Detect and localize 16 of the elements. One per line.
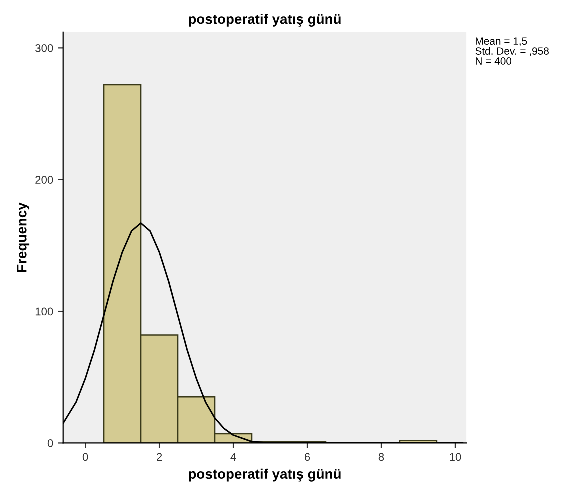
text: N = 400 [476, 58, 512, 65]
x-tick-label: 4 [230, 453, 236, 461]
text: Std. Dev. = ,958 [476, 47, 549, 56]
x-tick-label: 2 [157, 453, 162, 461]
x-tick-label: 0 [82, 453, 88, 462]
y-tick-label: 0 [48, 439, 54, 448]
y-tick-label: 100 [36, 308, 54, 316]
x-axis-title: postoperatif yatış günü [189, 468, 341, 482]
x-tick-label: 8 [378, 453, 384, 462]
x-tick-label: 6 [304, 453, 310, 462]
y-tick-label: 200 [36, 176, 54, 184]
y-tick-label: 300 [36, 44, 54, 52]
x-tick-label: 10 [450, 453, 462, 462]
chart-title: postoperatif yatış günü [189, 14, 341, 27]
y-axis-title: Frequency [17, 202, 30, 272]
text: Mean = 1,5 [476, 38, 528, 46]
